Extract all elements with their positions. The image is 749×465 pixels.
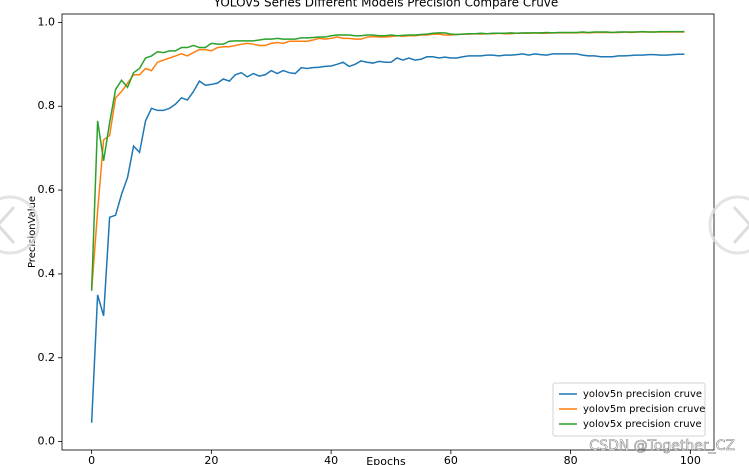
legend-label: yolov5m precision cruve [583,404,705,415]
legend: yolov5n precision cruve yolov5m precision… [552,382,706,437]
y-tick-label: 0.4 [38,267,56,280]
prev-arrow [0,206,16,244]
y-tick-label: 0.8 [38,99,56,112]
legend-label: yolov5x precision cruve [583,419,702,430]
x-tick-label: 60 [444,454,458,465]
line-series [90,53,685,423]
x-tick-label: 80 [564,454,578,465]
watermark: CSDN @Together_CZ [589,438,735,454]
y-tick-label: 1.0 [38,15,56,28]
x-tick-label: 0 [88,454,95,465]
y-tick-label: 0.6 [38,183,56,196]
legend-box [552,382,706,437]
x-tick-label: 20 [204,454,218,465]
y-tick-label: 0.0 [38,435,56,448]
line-series [90,30,685,291]
next-arrow [732,206,749,244]
plot-area [90,30,685,423]
legend-label: yolov5n precision cruve [583,389,702,400]
y-tick-label: 0.2 [38,351,56,364]
chart-title: YOLOv5 Series Different Models Precision… [213,0,559,10]
x-axis-label: Epochs [366,455,406,465]
next-button[interactable] [708,195,749,255]
y-axis-label: PrecisionValue [27,196,38,268]
x-tick-label: 40 [324,454,338,465]
x-tick-label: 100 [680,454,701,465]
prev-button[interactable] [0,195,40,255]
axes-frame [61,13,715,451]
